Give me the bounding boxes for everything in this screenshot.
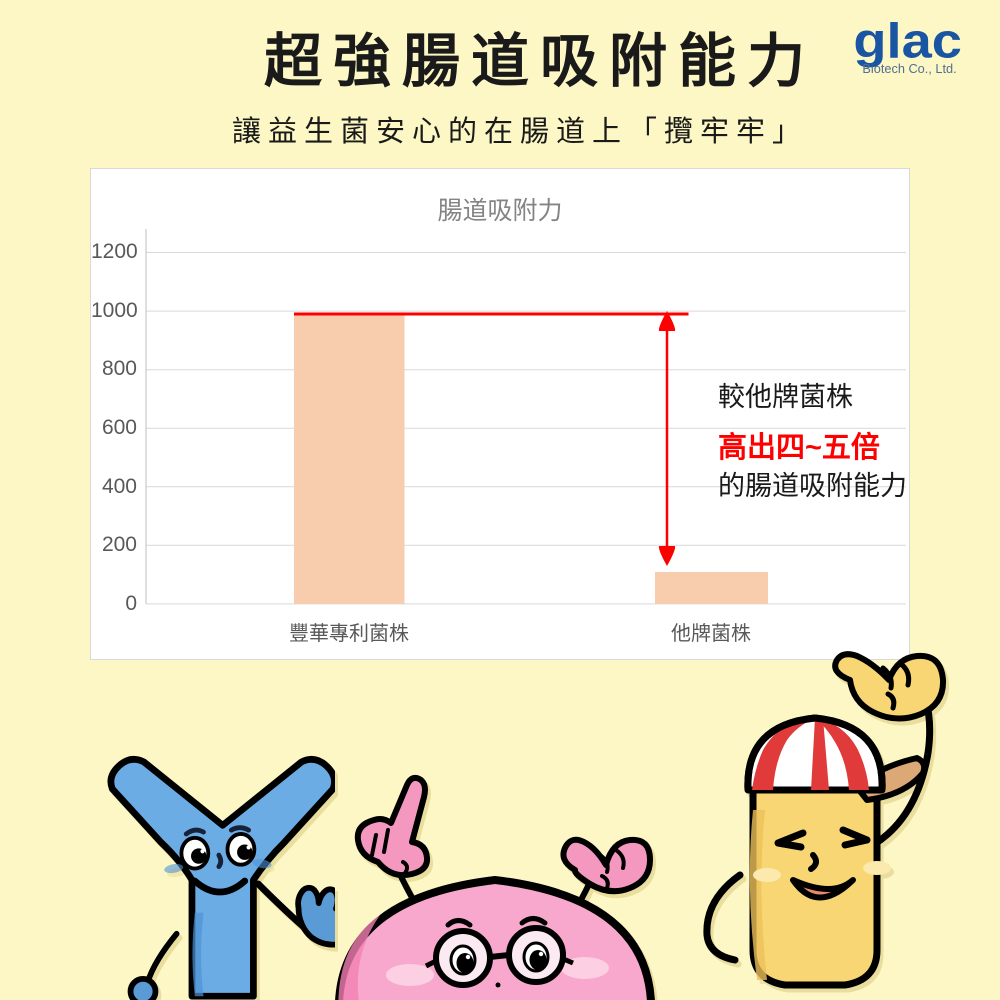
svg-text:glac: glac [853, 13, 962, 68]
svg-text:Biotech Co., Ltd.: Biotech Co., Ltd. [862, 61, 956, 76]
